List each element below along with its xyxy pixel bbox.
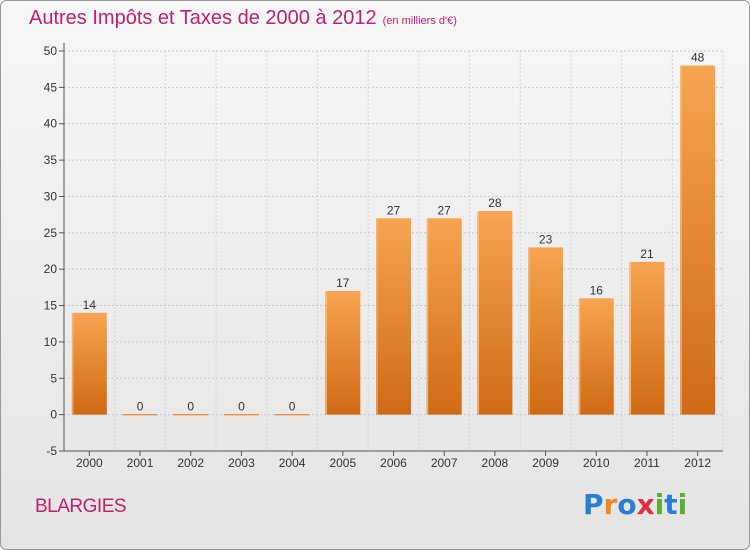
x-tick-label: 2002 (177, 456, 204, 470)
bar (122, 414, 158, 416)
bar (680, 65, 716, 415)
x-tick-label: 2008 (482, 456, 509, 470)
y-tick-label: 20 (44, 262, 58, 276)
data-label: 16 (590, 283, 604, 297)
x-tick-label: 2010 (583, 456, 610, 470)
y-tick-label: 50 (44, 44, 58, 58)
y-tick-label: 45 (44, 80, 58, 94)
x-tick-label: 2007 (431, 456, 458, 470)
chart-title-text: Autres Impôts et Taxes de 2000 à 2012 (29, 7, 377, 29)
y-tick-label: 35 (44, 153, 58, 167)
data-label: 0 (238, 400, 245, 414)
data-label: 14 (83, 298, 97, 312)
proxiti-logo: Proxiti (583, 488, 687, 521)
bar (376, 218, 411, 415)
y-tick-label: 5 (50, 371, 57, 385)
value-labels: 14 0 0 0 0 17 27 27 28 23 16 21 48 (83, 51, 705, 414)
x-tick-label: 2006 (380, 456, 407, 470)
bar (325, 291, 361, 415)
y-tick-label: 0 (50, 408, 57, 422)
bar (223, 414, 259, 416)
bar (528, 247, 564, 415)
bar (578, 298, 614, 415)
axes: -5 0 5 10 15 20 25 30 35 40 45 50 2000 2001 2002 2003 20… (44, 43, 723, 470)
data-label: 17 (336, 276, 350, 290)
logo-letter: x (636, 488, 655, 521)
y-tick-label: 25 (44, 226, 58, 240)
y-tick-label: -5 (46, 444, 57, 458)
logo-letter: o (617, 488, 637, 521)
x-tick-label: 2000 (76, 456, 103, 470)
bars (71, 65, 716, 416)
bar (426, 218, 462, 415)
y-tick-label: 10 (44, 335, 58, 349)
data-label: 0 (289, 400, 296, 414)
x-tick-label: 2001 (127, 456, 154, 470)
bar (477, 211, 513, 415)
bar (629, 261, 665, 415)
bar (173, 414, 209, 416)
logo-letter: i (677, 488, 688, 521)
logo-letter: t (664, 488, 678, 521)
data-label: 0 (187, 400, 194, 414)
bar (71, 312, 107, 415)
data-label: 21 (640, 247, 654, 261)
y-tick-label: 40 (44, 117, 58, 131)
x-tick-label: 2005 (329, 456, 356, 470)
x-tick-label: 2012 (684, 456, 711, 470)
data-label: 48 (691, 51, 705, 65)
data-label: 0 (137, 400, 144, 414)
logo-letter: P (583, 488, 604, 521)
commune-name: BLARGIES (35, 496, 127, 517)
bar (274, 414, 310, 416)
data-label: 27 (387, 203, 401, 217)
chart-title: Autres Impôts et Taxes de 2000 à 2012 (en… (29, 7, 457, 30)
data-label: 27 (438, 203, 452, 217)
data-label: 28 (488, 196, 502, 210)
x-tick-label: 2004 (279, 456, 306, 470)
y-tick-label: 30 (44, 189, 58, 203)
x-tick-label: 2011 (634, 456, 660, 470)
x-tick-label: 2003 (228, 456, 255, 470)
logo-letter: i (654, 488, 665, 521)
x-tick-label: 2009 (532, 456, 559, 470)
y-tick-label: 15 (44, 299, 58, 313)
chart-subtitle: (en milliers d'€) (382, 15, 457, 27)
logo-letter: r (603, 488, 618, 521)
data-label: 23 (539, 232, 553, 246)
